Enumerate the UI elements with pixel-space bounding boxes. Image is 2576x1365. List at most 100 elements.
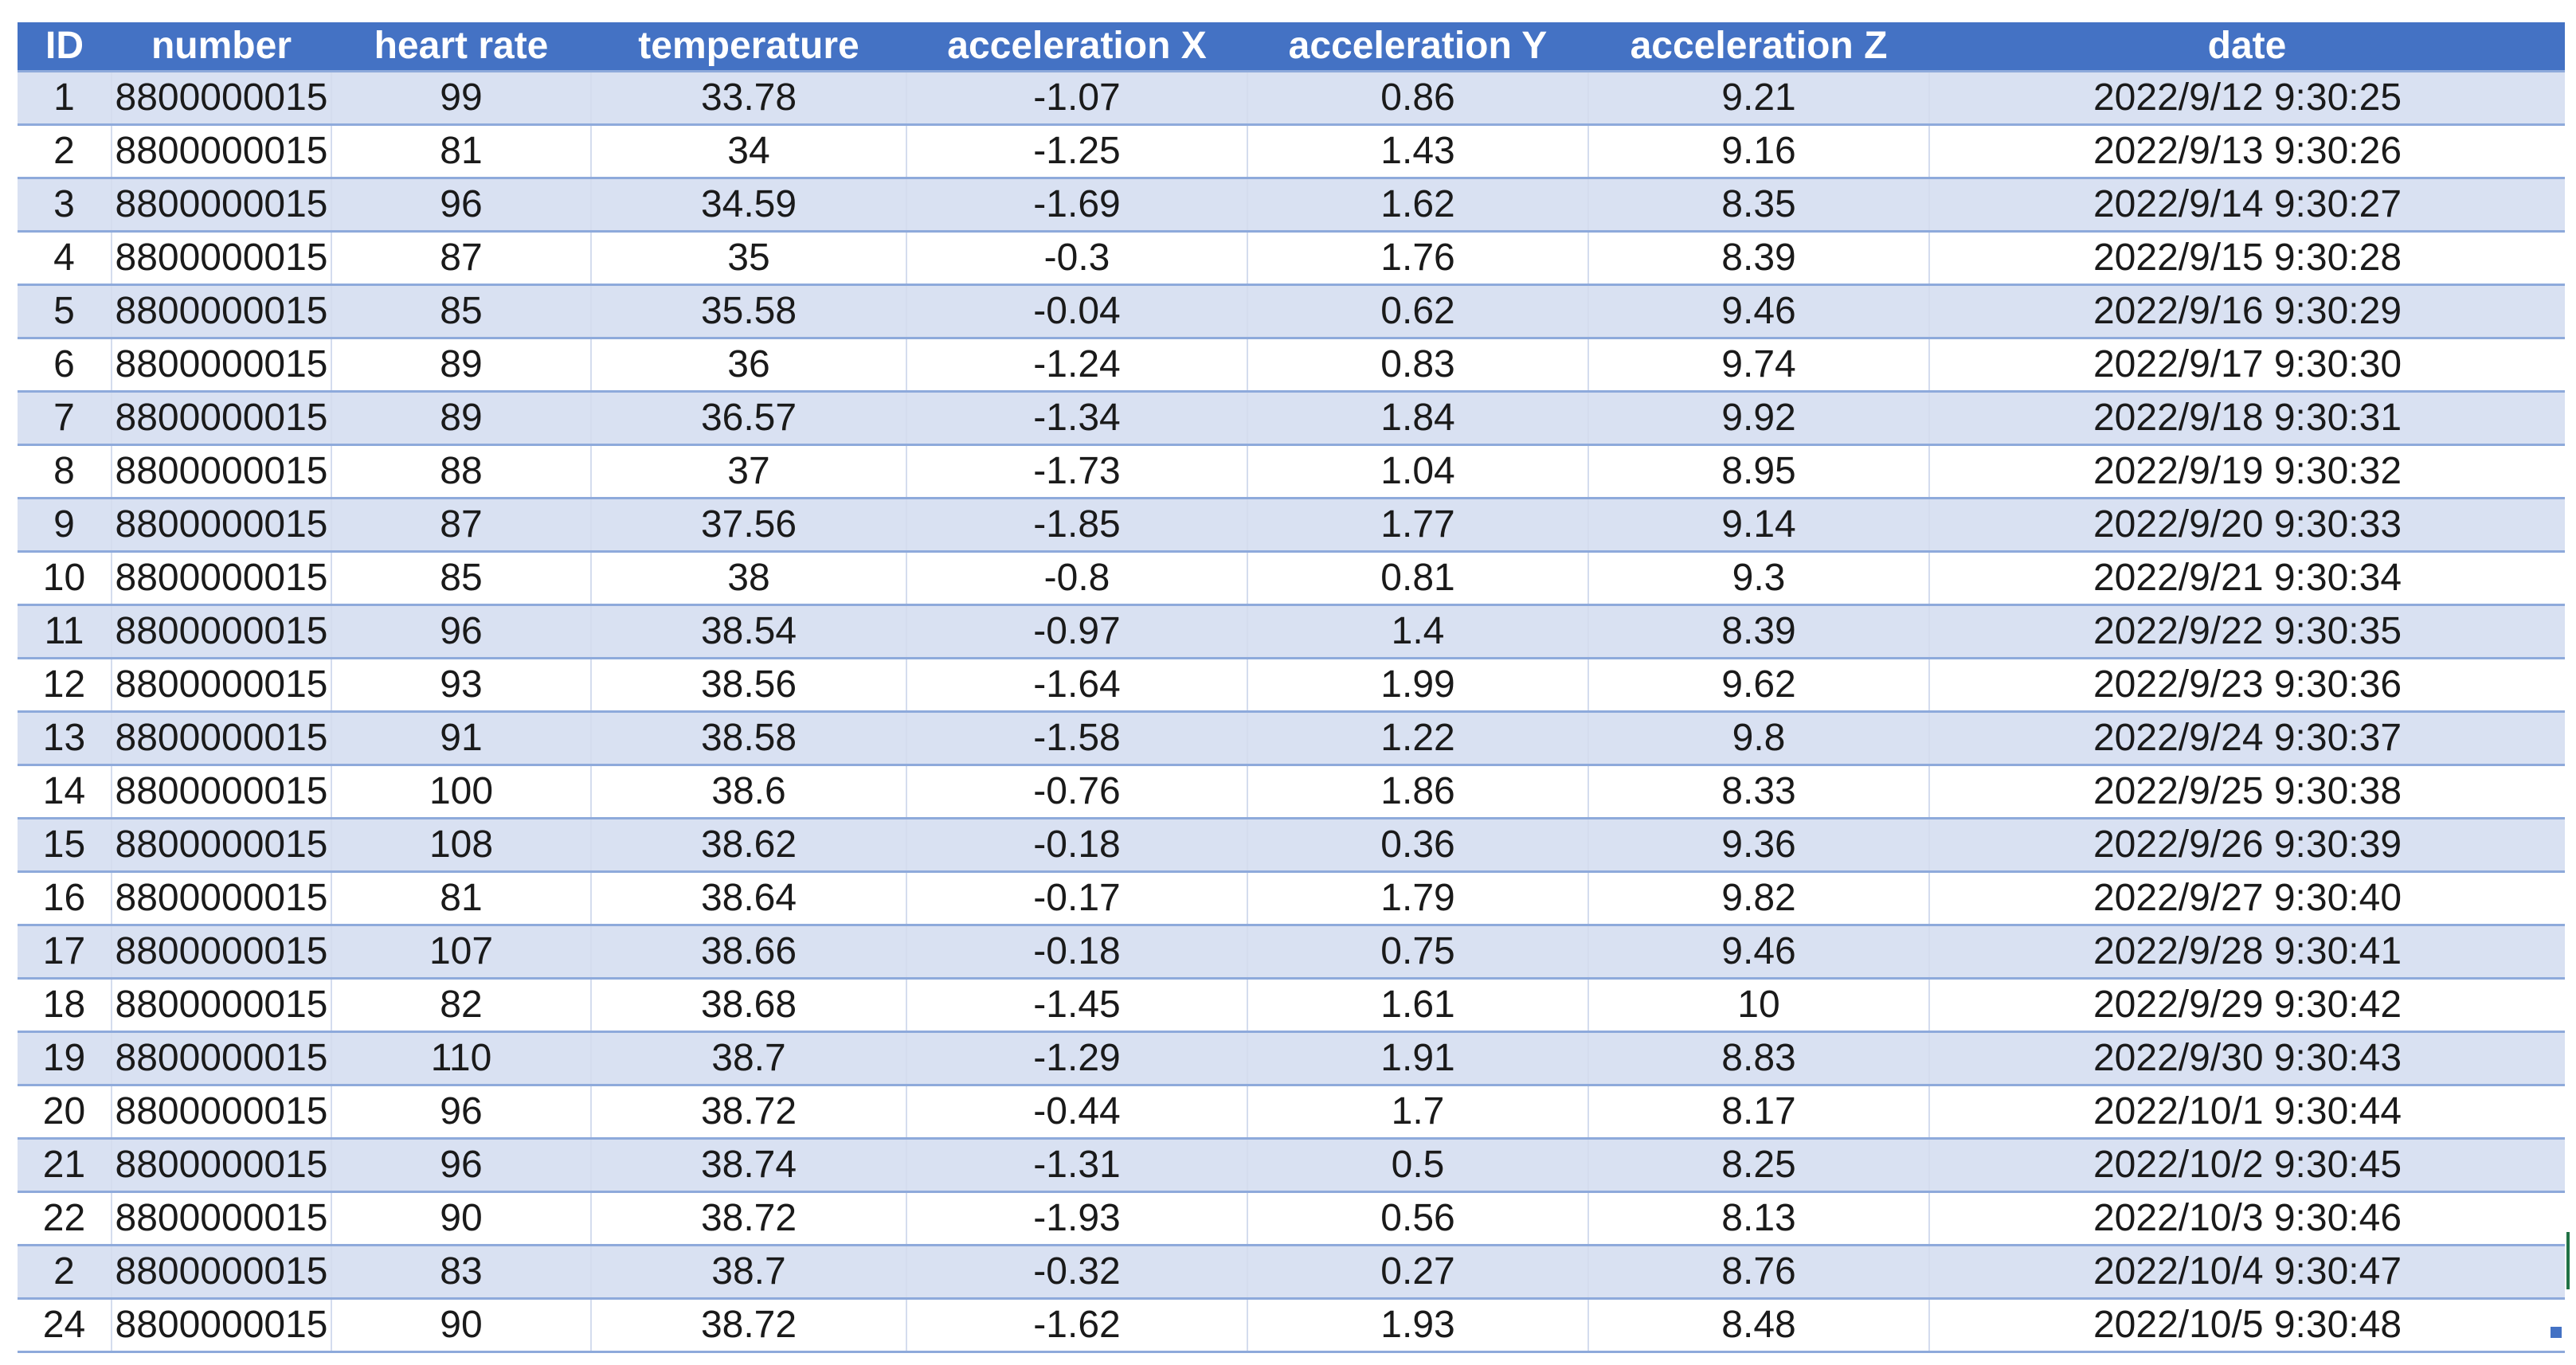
cell-acceleration-x[interactable]: -0.18 [906, 924, 1247, 979]
cell-heart-rate[interactable]: 87 [331, 497, 591, 552]
cell-acceleration-y[interactable]: 1.84 [1247, 390, 1588, 445]
cell-acceleration-x[interactable]: -1.58 [906, 710, 1247, 765]
cell-heart-rate[interactable]: 96 [331, 1137, 591, 1192]
cell-acceleration-x[interactable]: -0.17 [906, 870, 1247, 925]
cell-date[interactable]: 2022/9/28 9:30:41 [1928, 924, 2565, 979]
cell-acceleration-z[interactable]: 9.46 [1587, 284, 1929, 338]
cell-id[interactable]: 1 [18, 70, 112, 125]
cell-id[interactable]: 13 [18, 710, 112, 765]
table-resize-handle[interactable] [2551, 1327, 2562, 1338]
cell-acceleration-y[interactable]: 1.7 [1247, 1084, 1588, 1139]
cell-temperature[interactable]: 38.58 [590, 710, 906, 765]
cell-acceleration-y[interactable]: 1.79 [1247, 870, 1588, 925]
cell-temperature[interactable]: 34 [590, 123, 906, 178]
cell-acceleration-y[interactable]: 1.76 [1247, 230, 1588, 285]
cell-acceleration-x[interactable]: -1.85 [906, 497, 1247, 552]
cell-date[interactable]: 2022/9/26 9:30:39 [1928, 817, 2565, 872]
cell-heart-rate[interactable]: 90 [331, 1191, 591, 1246]
cell-acceleration-x[interactable]: -1.73 [906, 444, 1247, 499]
cell-id[interactable]: 14 [18, 764, 112, 819]
cell-acceleration-x[interactable]: -1.62 [906, 1297, 1247, 1353]
cell-date[interactable]: 2022/10/2 9:30:45 [1928, 1137, 2565, 1192]
column-header-acceleration-y[interactable]: acceleration Y [1247, 22, 1588, 72]
cell-acceleration-z[interactable]: 9.62 [1587, 657, 1929, 712]
cell-acceleration-x[interactable]: -1.29 [906, 1031, 1247, 1085]
cell-number[interactable]: 8800000015 [111, 337, 331, 392]
cell-date[interactable]: 2022/9/13 9:30:26 [1928, 123, 2565, 178]
column-header-temperature[interactable]: temperature [591, 22, 906, 72]
cell-number[interactable]: 8800000015 [111, 710, 331, 765]
cell-date[interactable]: 2022/10/3 9:30:46 [1928, 1191, 2565, 1246]
cell-heart-rate[interactable]: 110 [331, 1031, 591, 1085]
cell-id[interactable]: 16 [18, 870, 112, 925]
cell-temperature[interactable]: 37 [590, 444, 906, 499]
cell-acceleration-y[interactable]: 1.22 [1247, 710, 1588, 765]
cell-acceleration-z[interactable]: 8.35 [1587, 177, 1929, 232]
cell-date[interactable]: 2022/9/14 9:30:27 [1928, 177, 2565, 232]
cell-id[interactable]: 6 [18, 337, 112, 392]
column-header-id[interactable]: ID [18, 22, 112, 72]
cell-date[interactable]: 2022/9/18 9:30:31 [1928, 390, 2565, 445]
cell-acceleration-z[interactable]: 9.36 [1587, 817, 1929, 872]
cell-acceleration-x[interactable]: -0.76 [906, 764, 1247, 819]
cell-acceleration-z[interactable]: 9.8 [1587, 710, 1929, 765]
cell-number[interactable]: 8800000015 [111, 177, 331, 232]
cell-date[interactable]: 2022/9/27 9:30:40 [1928, 870, 2565, 925]
cell-acceleration-x[interactable]: -0.44 [906, 1084, 1247, 1139]
cell-acceleration-z[interactable]: 9.82 [1587, 870, 1929, 925]
cell-acceleration-y[interactable]: 1.91 [1247, 1031, 1588, 1085]
cell-acceleration-x[interactable]: -0.97 [906, 604, 1247, 659]
cell-id[interactable]: 2 [18, 123, 112, 178]
cell-acceleration-y[interactable]: 1.43 [1247, 123, 1588, 178]
cell-id[interactable]: 2 [18, 1244, 112, 1299]
cell-heart-rate[interactable]: 93 [331, 657, 591, 712]
cell-number[interactable]: 8800000015 [111, 550, 331, 605]
cell-acceleration-z[interactable]: 8.33 [1587, 764, 1929, 819]
cell-acceleration-y[interactable]: 1.04 [1247, 444, 1588, 499]
cell-id[interactable]: 22 [18, 1191, 112, 1246]
cell-temperature[interactable]: 36.57 [590, 390, 906, 445]
cell-temperature[interactable]: 38.74 [590, 1137, 906, 1192]
cell-acceleration-z[interactable]: 8.76 [1587, 1244, 1929, 1299]
cell-acceleration-z[interactable]: 9.16 [1587, 123, 1929, 178]
cell-acceleration-y[interactable]: 0.86 [1247, 70, 1588, 125]
cell-acceleration-y[interactable]: 1.77 [1247, 497, 1588, 552]
cell-id[interactable]: 12 [18, 657, 112, 712]
cell-number[interactable]: 8800000015 [111, 1137, 331, 1192]
cell-acceleration-x[interactable]: -0.8 [906, 550, 1247, 605]
cell-id[interactable]: 18 [18, 977, 112, 1032]
cell-temperature[interactable]: 33.78 [590, 70, 906, 125]
cell-acceleration-x[interactable]: -1.25 [906, 123, 1247, 178]
cell-acceleration-z[interactable]: 8.48 [1587, 1297, 1929, 1353]
cell-heart-rate[interactable]: 107 [331, 924, 591, 979]
column-header-heart-rate[interactable]: heart rate [331, 22, 591, 72]
column-header-acceleration-z[interactable]: acceleration Z [1588, 22, 1929, 72]
cell-heart-rate[interactable]: 85 [331, 550, 591, 605]
cell-number[interactable]: 8800000015 [111, 657, 331, 712]
cell-acceleration-z[interactable]: 8.95 [1587, 444, 1929, 499]
cell-id[interactable]: 10 [18, 550, 112, 605]
cell-date[interactable]: 2022/9/15 9:30:28 [1928, 230, 2565, 285]
cell-acceleration-x[interactable]: -1.31 [906, 1137, 1247, 1192]
cell-number[interactable]: 8800000015 [111, 1297, 331, 1353]
cell-temperature[interactable]: 38.54 [590, 604, 906, 659]
cell-date[interactable]: 2022/9/19 9:30:32 [1928, 444, 2565, 499]
cell-acceleration-z[interactable]: 9.21 [1587, 70, 1929, 125]
cell-heart-rate[interactable]: 85 [331, 284, 591, 338]
cell-id[interactable]: 21 [18, 1137, 112, 1192]
cell-id[interactable]: 8 [18, 444, 112, 499]
cell-temperature[interactable]: 38 [590, 550, 906, 605]
cell-heart-rate[interactable]: 96 [331, 1084, 591, 1139]
cell-number[interactable]: 8800000015 [111, 817, 331, 872]
cell-acceleration-y[interactable]: 1.61 [1247, 977, 1588, 1032]
cell-acceleration-z[interactable]: 8.13 [1587, 1191, 1929, 1246]
cell-number[interactable]: 8800000015 [111, 230, 331, 285]
cell-acceleration-z[interactable]: 9.92 [1587, 390, 1929, 445]
cell-number[interactable]: 8800000015 [111, 390, 331, 445]
cell-number[interactable]: 8800000015 [111, 123, 331, 178]
cell-acceleration-z[interactable]: 10 [1587, 977, 1929, 1032]
cell-acceleration-x[interactable]: -1.34 [906, 390, 1247, 445]
cell-temperature[interactable]: 38.56 [590, 657, 906, 712]
cell-heart-rate[interactable]: 81 [331, 123, 591, 178]
cell-temperature[interactable]: 38.6 [590, 764, 906, 819]
